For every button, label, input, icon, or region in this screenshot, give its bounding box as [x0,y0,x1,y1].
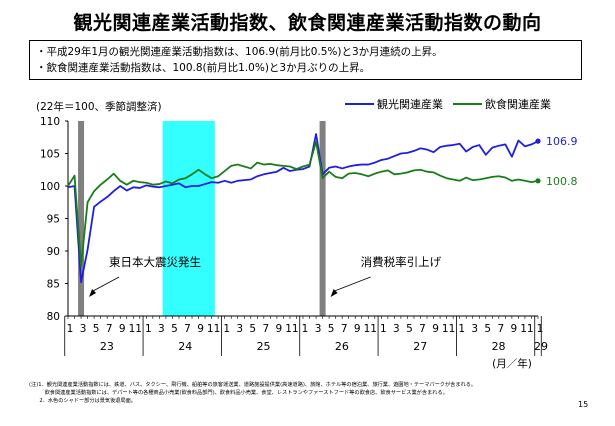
x-month-label: 1 [145,323,152,335]
series-end-label: 100.8 [546,175,578,188]
x-year-label: 27 [413,340,427,353]
x-month-label: 9 [511,323,518,335]
x-month-label: 11 [520,323,533,335]
x-year-label: 26 [335,340,349,353]
tourism-index-line [67,133,539,284]
x-month-label: 5 [93,323,100,335]
legend-label: 観光関連産業 [377,97,443,111]
x-month-label: 9 [276,323,283,335]
x-month-label: 1 [458,323,465,335]
x-month-label: 11 [285,323,298,335]
x-year-label: 23 [100,340,114,353]
x-month-label: 5 [171,323,178,335]
y-tick-label: 95 [47,214,60,226]
event-label: 消費税率引上げ [361,255,442,269]
x-month-label: 7 [341,323,348,335]
event-arrow [334,276,371,292]
x-month-label: 9 [354,323,361,335]
y-tick-label: 105 [40,149,60,161]
x-month-label: 3 [236,323,243,335]
recession-shade [162,121,215,316]
x-month-label: 3 [393,323,400,335]
event-arrow [92,276,120,292]
y-tick-label: 85 [47,279,60,291]
x-month-label: 5 [328,323,335,335]
summary-line-food: ・飲食関連産業活動指数は、100.8(前月比1.0%)と3か月ぶりの上昇。 [36,62,371,74]
y-tick-label: 100 [40,181,60,193]
summary-box: ・平成29年1月の観光関連産業活動指数は、106.9(前月比0.5%)と3か月連… [29,40,582,80]
x-month-label: 11 [129,323,142,335]
series-end-label: 106.9 [546,135,578,148]
event-label: 東日本大震災発生 [109,255,201,269]
x-year-label: 24 [178,340,192,353]
axis-note: (22年＝100、季節調整済) [36,100,162,113]
x-month-label: 7 [184,323,191,335]
y-tick-label: 110 [40,116,60,128]
x-month-label: 7 [106,323,113,335]
series-end-point [535,138,541,144]
series-end-point [535,178,541,184]
x-month-label: 1 [223,323,230,335]
footnotes: (注)1．観光関連産業活動指数には、鉄道、バス、タクシー、飛行機、船舶等の旅客運… [29,381,599,405]
x-month-label: 1 [302,323,309,335]
x-month-label: 1 [67,323,74,335]
x-month-label: 5 [406,323,413,335]
x-month-label: 1 [380,323,387,335]
x-month-label: 3 [471,323,478,335]
x-month-label: 11 [207,323,220,335]
x-month-label: 5 [484,323,491,335]
x-month-label: 11 [364,323,377,335]
x-month-label: 9 [432,323,439,335]
x-axis-title: (月／年) [492,357,532,370]
page-title: 観光関連産業活動指数、飲食関連産業活動指数の動向 [73,12,542,34]
summary-line-tourism: ・平成29年1月の観光関連産業活動指数は、106.9(前月比0.5%)と3か月連… [36,46,443,58]
x-month-label: 3 [315,323,322,335]
event-bar [319,121,326,316]
x-month-label: 9 [119,323,126,335]
food-index-line [67,140,539,267]
x-month-label: 1 [537,323,544,335]
x-month-label: 5 [249,323,256,335]
x-month-label: 7 [497,323,504,335]
x-month-label: 3 [158,323,165,335]
x-year-label: 28 [492,340,506,353]
x-month-label: 9 [197,323,204,335]
y-tick-label: 80 [47,311,60,323]
event-arrow-head [330,289,338,297]
page-number: 15 [578,400,589,409]
x-month-label: 7 [419,323,426,335]
legend-label: 飲食関連産業 [485,97,551,111]
footnote-1b: 飲食関連産業活動指数には、デパート等の各種商品小売業(飲食料品部門)、飲食料品小… [29,390,448,396]
event-bar [78,121,85,316]
footnote-1: (注)1．観光関連産業活動指数には、鉄道、バス、タクシー、飛行機、船舶等の旅客運… [29,382,477,388]
event-arrow-head [89,289,97,297]
x-month-label: 3 [80,323,87,335]
x-month-label: 11 [442,323,455,335]
x-month-label: 7 [262,323,269,335]
footnote-2: 2．水色のシャドー部分は景気後退局面。 [29,398,137,404]
x-year-label: 25 [257,340,271,353]
y-tick-label: 90 [47,246,60,258]
